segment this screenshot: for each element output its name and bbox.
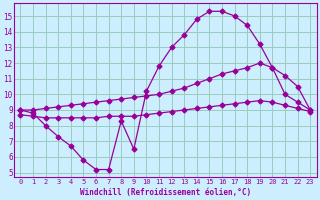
- X-axis label: Windchill (Refroidissement éolien,°C): Windchill (Refroidissement éolien,°C): [80, 188, 251, 197]
